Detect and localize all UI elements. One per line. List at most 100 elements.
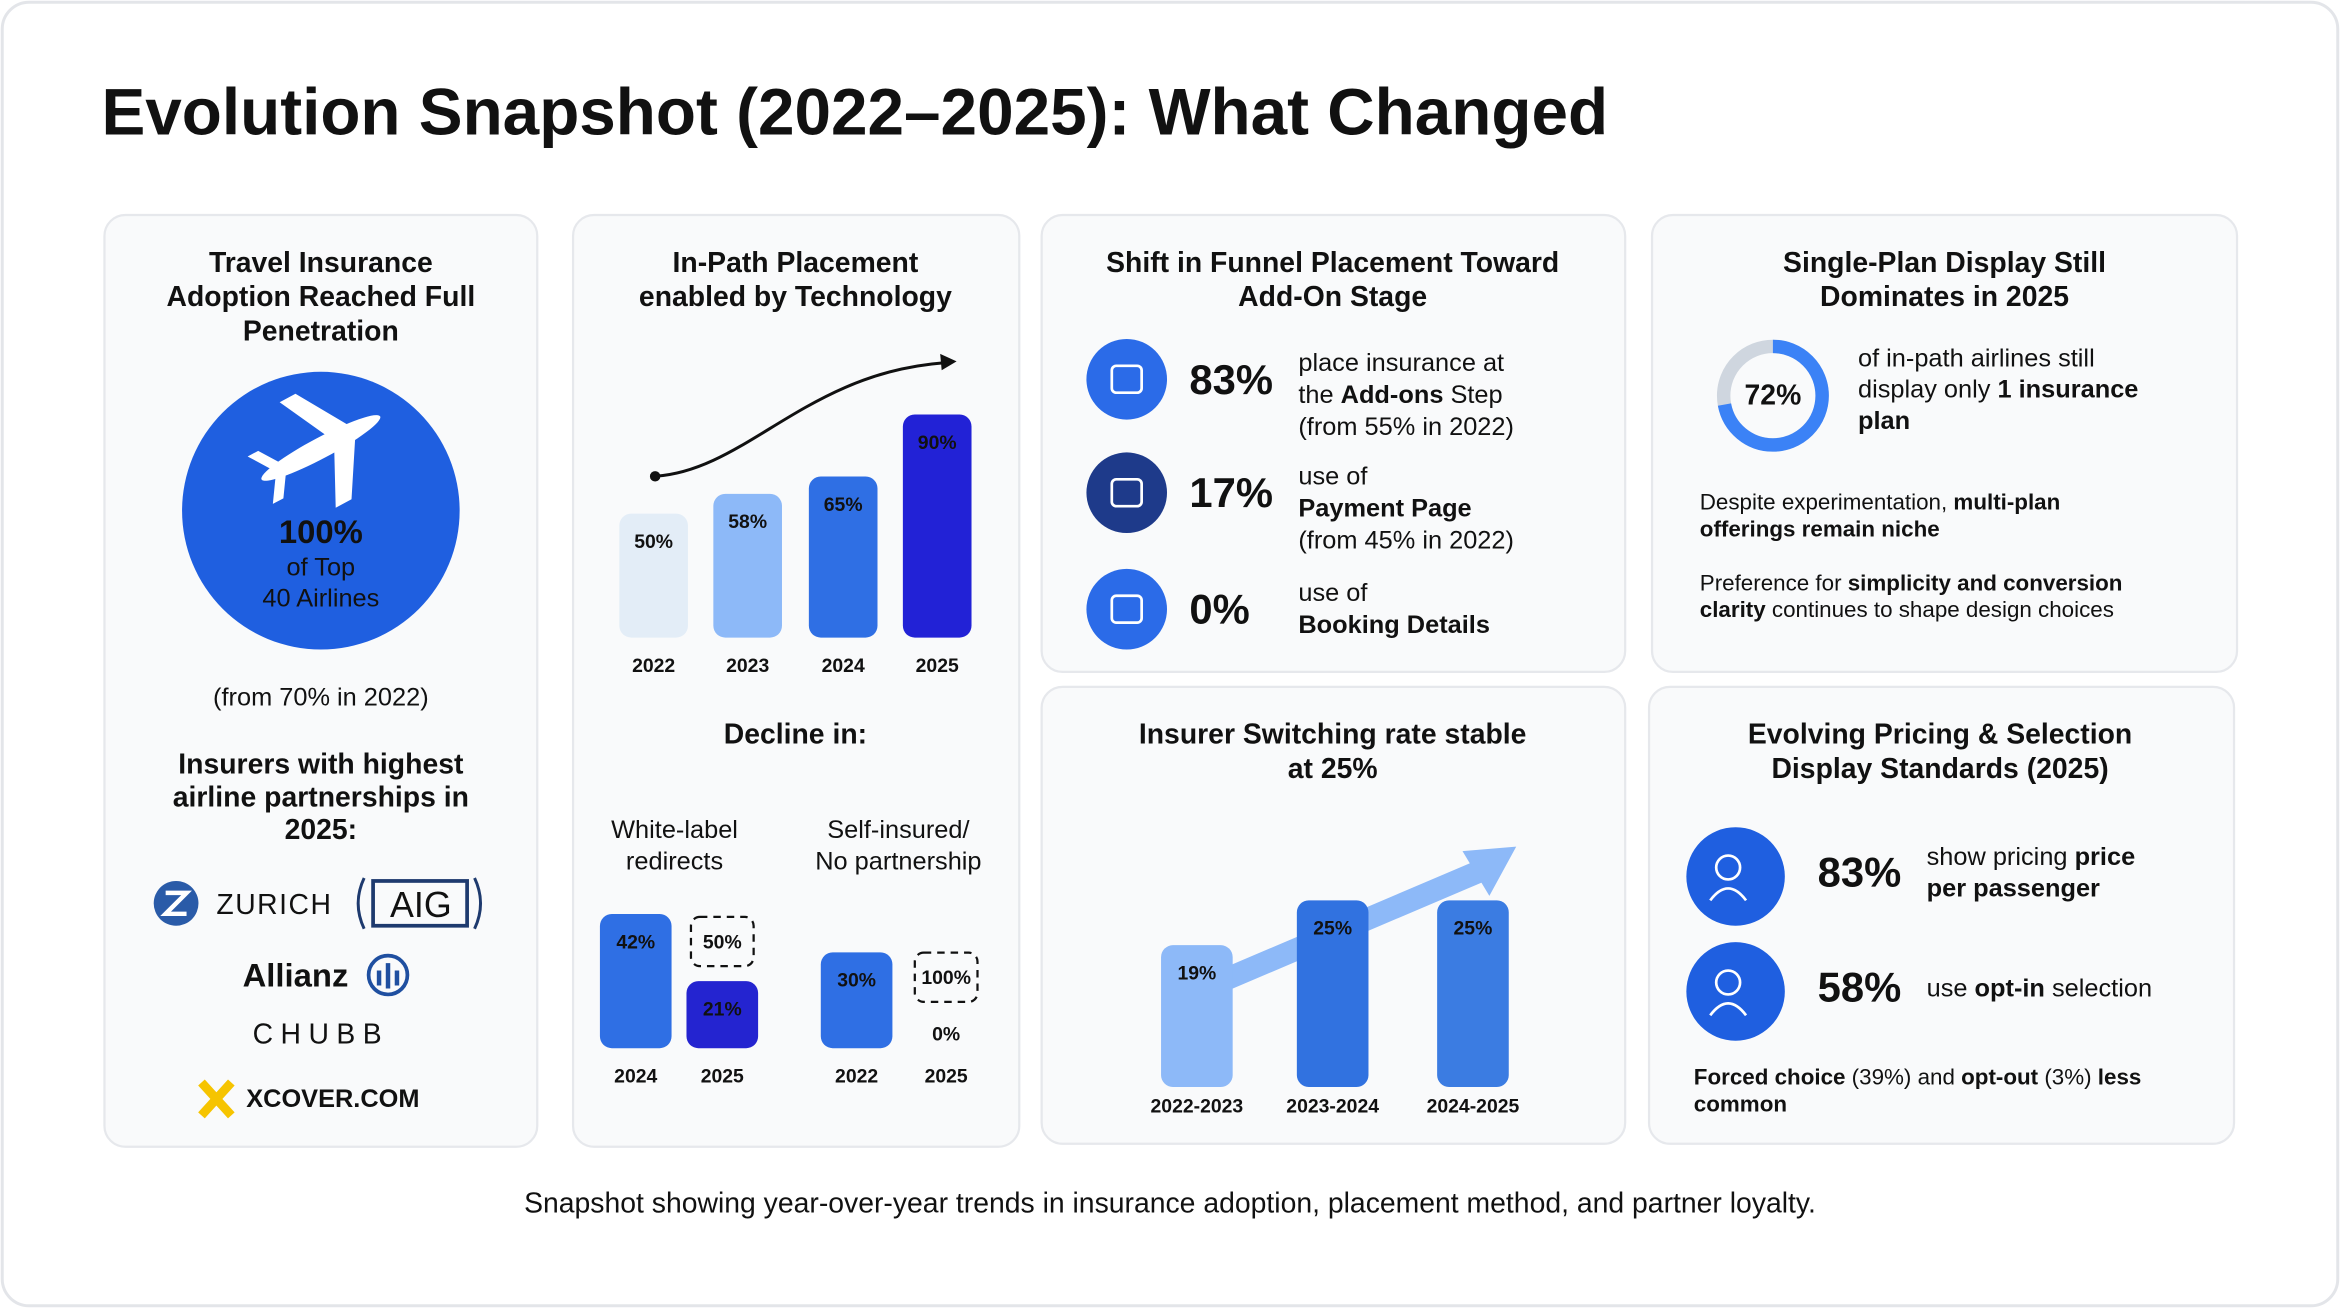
- bar-year: 2024: [822, 655, 865, 677]
- text-segment: display only: [1858, 376, 1998, 404]
- text-line: use of: [1298, 579, 1368, 607]
- text-segment: use of: [1298, 579, 1368, 607]
- xcover-mark: [198, 1079, 235, 1119]
- icon-glyph: [1714, 854, 1742, 881]
- bar-label: 19%: [1177, 963, 1216, 985]
- adoption-caption: of Top: [287, 553, 356, 581]
- panel-heading: Insurer Switching rate stable: [1139, 719, 1527, 751]
- text-segment: Preference for: [1700, 570, 1848, 595]
- bar-label: 0%: [932, 1024, 960, 1046]
- text-line: Payment Page: [1298, 494, 1471, 522]
- text-line: display only 1 insurance: [1858, 376, 2138, 404]
- row-icon: [1086, 452, 1168, 534]
- donut-arc: [1716, 339, 1829, 452]
- bar: [820, 952, 893, 1049]
- text-segment: offerings remain niche: [1700, 516, 1940, 541]
- aig-parens: [356, 877, 483, 930]
- text-segment: Add-ons: [1341, 381, 1444, 409]
- icon-glyph: [1110, 594, 1143, 624]
- text-segment: multi-plan: [1953, 489, 2060, 514]
- adoption-caption: 40 Airlines: [262, 585, 379, 613]
- bar: [1296, 900, 1369, 1088]
- text-line: Forced choice (39%) and opt-out (3%) les…: [1694, 1064, 2142, 1089]
- text-segment: the: [1298, 381, 1340, 409]
- donut-label: 72%: [1745, 380, 1802, 412]
- footer: Snapshot showing year-over-year trends i…: [524, 1187, 1816, 1219]
- text-segment: Step: [1443, 381, 1502, 409]
- bar-year: 2022: [632, 655, 675, 677]
- text-line: (from 45% in 2022): [1298, 527, 1514, 555]
- text-segment: simplicity and conversion: [1848, 570, 2123, 595]
- panel-heading: Single-Plan Display Still: [1783, 247, 2106, 279]
- text-line: Despite experimentation, multi-plan: [1700, 489, 2061, 514]
- text-line: Preference for simplicity and conversion: [1700, 570, 2123, 595]
- text-segment: selection: [2045, 974, 2152, 1002]
- logo-aig: AIG: [390, 885, 452, 925]
- logo-allianz: Allianz: [243, 957, 349, 994]
- text-segment: 1 insurance: [1997, 376, 2138, 404]
- bar-label: 21%: [703, 998, 742, 1020]
- text-segment: (from 55% in 2022): [1298, 413, 1514, 441]
- row-stat: 58%: [1818, 963, 1902, 1010]
- trend-arrowhead: [1462, 846, 1517, 896]
- bar-year: 2023: [726, 655, 769, 677]
- allianz-mark: [366, 953, 410, 997]
- trend-dot: [649, 471, 661, 482]
- text-segment: use of: [1298, 462, 1368, 490]
- bar: [808, 476, 878, 638]
- row-stat: 83%: [1818, 848, 1902, 895]
- bar: [599, 913, 672, 1049]
- text-segment: clarity: [1700, 597, 1766, 622]
- bar: [902, 414, 972, 638]
- text-segment: continues to shape design choices: [1766, 597, 2114, 622]
- logo-zurich: ZURICH: [216, 889, 332, 921]
- bar-label: 25%: [1454, 918, 1493, 940]
- text-line: show pricing price: [1927, 843, 2136, 871]
- previous-label: 50%: [703, 931, 742, 953]
- adoption-circle: [182, 371, 460, 650]
- logo-chubb: CHUBB: [253, 1019, 390, 1051]
- bar-label: 42%: [616, 931, 655, 953]
- bar-label: 58%: [728, 511, 767, 533]
- panel-heading: at 25%: [1288, 753, 1378, 785]
- panel-heading: Add-On Stage: [1238, 281, 1427, 313]
- group-label: Self-insured/: [827, 816, 970, 844]
- bar: [619, 513, 688, 638]
- row-stat: 17%: [1189, 469, 1273, 516]
- text-segment: common: [1694, 1091, 1787, 1116]
- group-label: No partnership: [815, 848, 981, 876]
- text-line: common: [1694, 1091, 1787, 1116]
- text-segment: (from 45% in 2022): [1298, 527, 1514, 555]
- panel-heading: In-Path Placement: [673, 247, 919, 279]
- previous-label: 100%: [921, 967, 971, 989]
- insurers-heading: 2025:: [285, 814, 358, 846]
- previous-box: [913, 951, 979, 1004]
- text-segment: use: [1927, 974, 1975, 1002]
- text-segment: Booking Details: [1298, 611, 1490, 639]
- text-segment: opt-out: [1961, 1064, 2039, 1089]
- panel-heading: enabled by Technology: [639, 281, 952, 313]
- panel-heading: Penetration: [243, 315, 399, 347]
- plane-tail: [247, 450, 287, 504]
- icon-glyph: [1709, 1002, 1748, 1017]
- panel: [1040, 213, 1627, 674]
- icon-glyph: [1714, 969, 1742, 996]
- adoption-note: (from 70% in 2022): [213, 683, 429, 711]
- row-icon: [1086, 568, 1168, 650]
- icon-glyph: [1110, 364, 1143, 395]
- insurers-heading: airline partnerships in: [173, 781, 469, 813]
- bar-year: 2023-2024: [1286, 1095, 1379, 1117]
- icon-glyph: [1110, 477, 1143, 508]
- text-segment: place insurance at: [1298, 349, 1504, 377]
- text-segment: plan: [1858, 407, 1910, 435]
- title: Evolution Snapshot (2022–2025): What Cha…: [101, 75, 1608, 148]
- row-icon: [1086, 338, 1168, 420]
- bar-label: 65%: [824, 494, 863, 516]
- bar: [1161, 945, 1233, 1088]
- text-line: offerings remain niche: [1700, 516, 1940, 541]
- row-stat: 83%: [1189, 356, 1273, 403]
- bar-year: 2022-2023: [1151, 1095, 1244, 1117]
- text-segment: price: [2075, 843, 2136, 871]
- bar-year: 2025: [701, 1066, 744, 1088]
- group-label: redirects: [626, 848, 723, 876]
